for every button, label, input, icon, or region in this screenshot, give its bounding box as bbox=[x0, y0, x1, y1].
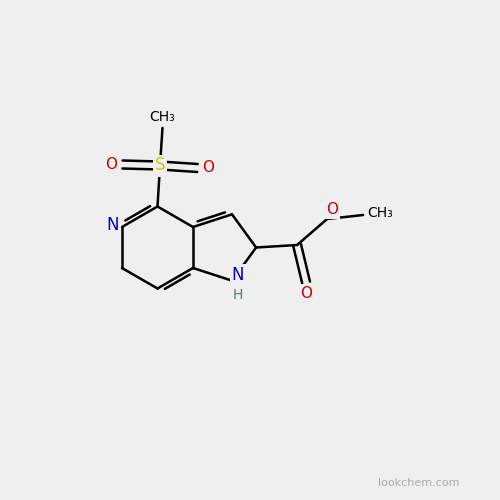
Text: S: S bbox=[155, 156, 165, 174]
Text: lookchem.com: lookchem.com bbox=[378, 478, 460, 488]
Text: O: O bbox=[326, 202, 338, 216]
Text: CH₃: CH₃ bbox=[368, 206, 394, 220]
Text: O: O bbox=[202, 160, 214, 176]
Text: N: N bbox=[106, 216, 119, 234]
Text: CH₃: CH₃ bbox=[150, 110, 176, 124]
Text: N: N bbox=[232, 266, 244, 283]
Text: O: O bbox=[106, 157, 118, 172]
Text: H: H bbox=[233, 288, 243, 302]
Text: O: O bbox=[300, 286, 312, 301]
